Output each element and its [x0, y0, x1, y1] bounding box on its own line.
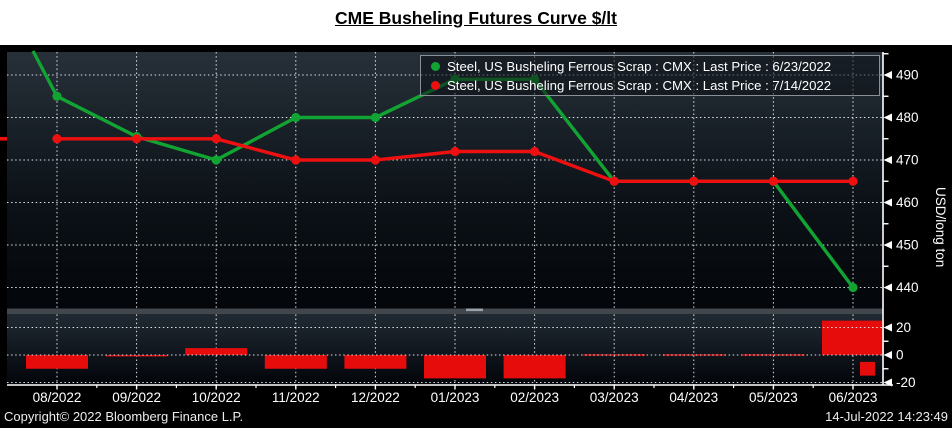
- svg-text:10/2022: 10/2022: [192, 390, 241, 405]
- chart-title: CME Busheling Futures Curve $/lt: [335, 8, 617, 28]
- svg-text:480: 480: [896, 110, 919, 125]
- chart-legend: Steel, US Busheling Ferrous Scrap : CMX …: [420, 55, 880, 96]
- svg-text:02/2023: 02/2023: [510, 390, 559, 405]
- svg-text:08/2022: 08/2022: [33, 390, 82, 405]
- timestamp-text: 14-Jul-2022 14:23:49: [825, 409, 948, 424]
- svg-text:490: 490: [896, 68, 919, 83]
- panel-divider[interactable]: [7, 308, 883, 315]
- legend-item-red[interactable]: Steel, US Busheling Ferrous Scrap : CMX …: [421, 76, 879, 94]
- svg-text:06/2023: 06/2023: [829, 390, 878, 405]
- svg-text:460: 460: [896, 195, 919, 210]
- svg-text:03/2023: 03/2023: [590, 390, 639, 405]
- svg-text:0: 0: [896, 348, 904, 363]
- svg-text:440: 440: [896, 280, 919, 295]
- left-edge-marker: [0, 136, 7, 141]
- spread-bars: [26, 320, 884, 379]
- svg-text:09/2022: 09/2022: [112, 390, 161, 405]
- divider-handle: [466, 308, 483, 312]
- svg-text:470: 470: [896, 153, 919, 168]
- legend-green-label: Steel, US Busheling Ferrous Scrap : CMX …: [447, 58, 832, 74]
- copyright-text: Copyright© 2022 Bloomberg Finance L.P.: [4, 409, 244, 424]
- spread-extra-marker: [860, 361, 875, 376]
- svg-text:05/2023: 05/2023: [749, 390, 798, 405]
- chart-area[interactable]: 490 480 470 460 450 440 20 0 -20 08/2022 09/2022 10…: [0, 45, 952, 428]
- legend-item-green[interactable]: Steel, US Busheling Ferrous Scrap : CMX …: [421, 57, 879, 75]
- spread-gridlines: [7, 327, 883, 383]
- svg-text:-20: -20: [896, 375, 916, 390]
- axes: 490 480 470 460 450 440 20 0 -20 08/2022 09/2022 10…: [7, 52, 948, 405]
- svg-text:450: 450: [896, 238, 919, 253]
- series-red: [0, 134, 858, 186]
- svg-text:01/2023: 01/2023: [431, 390, 480, 405]
- svg-text:11/2022: 11/2022: [272, 390, 320, 405]
- legend-red-dot-icon: [431, 80, 440, 90]
- svg-text:20: 20: [896, 320, 911, 335]
- svg-text:12/2022: 12/2022: [351, 390, 400, 405]
- svg-text:04/2023: 04/2023: [669, 390, 718, 405]
- legend-green-dot-icon: [431, 61, 440, 71]
- y-axis-title: USD/long ton: [933, 187, 948, 267]
- chart-canvas[interactable]: 490 480 470 460 450 440 20 0 -20 08/2022 09/2022 10…: [0, 45, 952, 428]
- legend-red-label: Steel, US Busheling Ferrous Scrap : CMX …: [447, 77, 832, 93]
